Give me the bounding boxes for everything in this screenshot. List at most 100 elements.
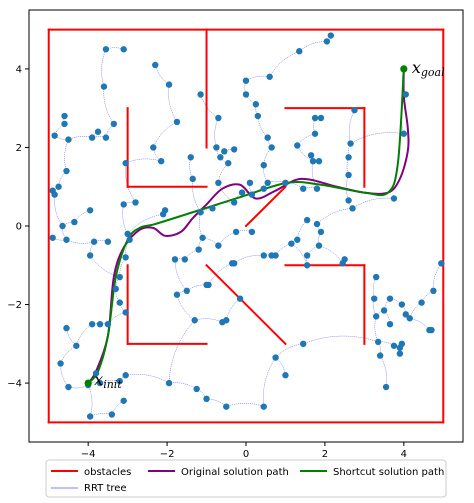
tree-node [187, 154, 194, 161]
tree-node [120, 46, 127, 53]
tree-node [400, 130, 408, 137]
tree-node [173, 118, 181, 126]
x-tick-label: −4 [81, 449, 96, 460]
tree-edge [103, 86, 114, 125]
tree-node [380, 307, 388, 314]
y-tick-label: 2 [16, 143, 22, 154]
tree-node [55, 183, 62, 190]
tree-edge [174, 259, 187, 291]
tree-edge [218, 163, 229, 183]
tree-edge [297, 133, 316, 146]
tree-node [221, 148, 228, 155]
tree-node [315, 242, 323, 249]
tree-edge [346, 174, 349, 201]
tree-node [406, 315, 413, 322]
tree-node [347, 140, 354, 147]
legend-label-obstacles: obstacles [84, 467, 131, 478]
tree-edge [125, 374, 170, 384]
shortcut-solution-path [87, 68, 405, 384]
tree-node [294, 236, 301, 243]
goal-annotation: xgoal [412, 58, 445, 79]
tree-edge [189, 157, 193, 179]
tree-node [217, 154, 224, 161]
tree-node [390, 342, 398, 349]
x-tick-label: 4 [401, 449, 407, 460]
tree-node [315, 158, 323, 165]
tree-node [215, 242, 222, 249]
legend-box [45, 459, 447, 498]
tree-node [108, 411, 116, 418]
tree-node [102, 46, 110, 53]
tree-node [345, 197, 352, 204]
legend-label-original: Original solution path [181, 467, 289, 478]
tree-node [124, 230, 131, 238]
x-tick-label: −2 [160, 449, 175, 460]
y-tick-label: −4 [7, 379, 22, 390]
tree-edge [184, 249, 199, 260]
tree-edge [379, 355, 387, 388]
tree-node [294, 142, 301, 149]
tree-node [296, 48, 303, 55]
tree-node [193, 385, 200, 393]
goal-label-sub: goal [421, 66, 445, 79]
tree-node [248, 191, 256, 198]
tree-node [252, 101, 260, 108]
tree-node [51, 132, 58, 139]
tree-node [242, 91, 250, 98]
tree-node [317, 114, 325, 122]
tree-node [317, 228, 325, 236]
tree-node [311, 114, 319, 122]
tree-edge [245, 75, 270, 81]
tree-node [382, 383, 390, 391]
tree-node [65, 383, 72, 391]
tree-node [110, 120, 118, 128]
tree-node [102, 134, 110, 141]
tree-node [189, 175, 196, 183]
tree-node [96, 379, 104, 387]
tree-node [63, 324, 70, 332]
tree-edge [90, 413, 112, 417]
tree-node [157, 158, 165, 165]
tree-node [171, 256, 179, 263]
start-label-main: x [94, 370, 103, 389]
tree-edge [60, 363, 69, 388]
goal-point [400, 65, 408, 73]
tree-node [268, 144, 275, 151]
tree-node [373, 273, 380, 281]
tree-node [161, 207, 169, 214]
tree-node [254, 112, 262, 120]
x-tick-label: 2 [322, 449, 328, 460]
tree-node [264, 179, 271, 186]
tree-node [90, 238, 98, 245]
tree-edge [87, 384, 93, 417]
tree-node [373, 313, 380, 320]
tree-node [73, 342, 80, 349]
tree-node [418, 299, 425, 306]
y-tick-label: 0 [16, 222, 22, 233]
tree-edge [169, 382, 197, 390]
tree-node [300, 185, 307, 192]
tree-node [225, 159, 232, 167]
tree-node [63, 167, 70, 175]
tree-node [122, 372, 129, 379]
tree-node [88, 320, 96, 328]
tree-node [386, 295, 394, 302]
tree-edge [192, 178, 201, 213]
tree-node [122, 309, 129, 316]
tree-edge [372, 276, 377, 299]
tree-node [59, 222, 66, 230]
tree-edge [257, 116, 268, 138]
tree-edge [155, 64, 170, 85]
tree-node [199, 234, 206, 241]
start-label: xinit [94, 370, 122, 391]
tree-node [165, 81, 173, 88]
obstacle-segment [205, 263, 287, 346]
tree-node [116, 299, 123, 306]
tree-node [104, 320, 112, 328]
tree-node [122, 254, 129, 261]
tree-edge [206, 398, 227, 407]
tree-node [242, 77, 250, 84]
tree-edge [218, 231, 237, 246]
start-annotation: xinit [94, 370, 122, 391]
